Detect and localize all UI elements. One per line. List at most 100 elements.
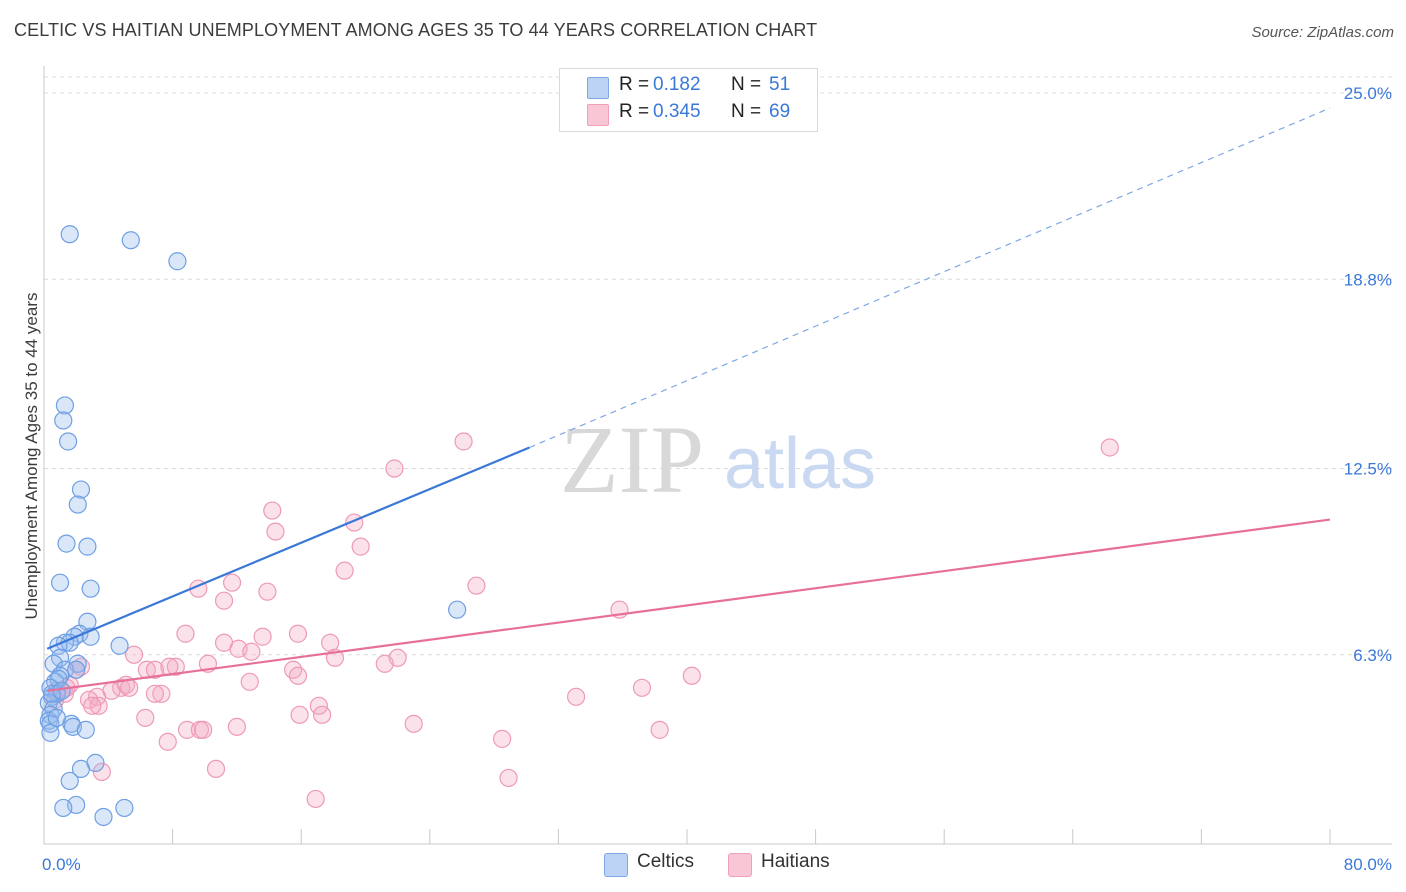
celtic-n-label: N = xyxy=(731,74,762,95)
celtic-point xyxy=(168,252,187,271)
axes xyxy=(43,66,1392,845)
haitian-point xyxy=(214,591,234,610)
watermark-atlas: atlas xyxy=(724,424,876,504)
gridlines xyxy=(44,76,1392,656)
haitian-point xyxy=(89,696,108,715)
celtic-point xyxy=(68,495,87,514)
haitian-point xyxy=(166,657,185,676)
haitian-point xyxy=(120,678,139,697)
celtic-point xyxy=(54,798,73,818)
haitian-points xyxy=(46,432,1119,809)
y-tick-label: 6.3% xyxy=(1353,646,1392,665)
celtic-r-value: 0.182 xyxy=(653,74,701,95)
haitian-point xyxy=(258,582,277,601)
y-tick-label: 18.8% xyxy=(1344,270,1392,289)
watermark-zip: ZIP xyxy=(560,406,704,513)
x-tick-label-min: 0.0% xyxy=(42,855,81,874)
haitian-point xyxy=(288,624,308,643)
watermark: ZIP atlas xyxy=(560,406,876,513)
celtic-point xyxy=(121,231,140,250)
haitian-point xyxy=(650,720,669,739)
celtic-point xyxy=(67,660,86,679)
celtic-point xyxy=(41,723,60,742)
celtics-legend-label: Celtics xyxy=(637,851,695,872)
trend-lines xyxy=(46,107,1331,692)
haitians-legend-swatch xyxy=(728,853,752,877)
haitian-point xyxy=(284,660,303,679)
celtic-point xyxy=(448,600,467,619)
haitian-point xyxy=(385,459,404,478)
haitian-point xyxy=(242,642,261,661)
haitian-point xyxy=(312,705,332,724)
y-tick-label: 12.5% xyxy=(1344,460,1392,479)
stats-legend: R = 0.182 N = 51 R = 0.345 N = 69 xyxy=(559,68,818,132)
celtic-r-label: R = xyxy=(619,74,650,95)
haitian-point xyxy=(263,501,282,520)
haitian-point xyxy=(177,720,197,739)
haitian-n-value: 69 xyxy=(769,101,791,122)
haitian-point xyxy=(136,708,155,727)
haitian-point xyxy=(158,732,177,751)
haitian-point xyxy=(499,768,518,788)
celtic-points xyxy=(39,225,467,827)
chart-title: CELTIC VS HAITIAN UNEMPLOYMENT AMONG AGE… xyxy=(14,20,818,40)
haitian-point xyxy=(467,576,486,595)
haitian-point xyxy=(266,522,285,541)
celtic-point xyxy=(52,681,71,700)
y-tick-label: 25.0% xyxy=(1344,84,1392,103)
haitian-point xyxy=(290,705,309,724)
haitian-point xyxy=(493,729,512,748)
celtic-point xyxy=(78,537,97,556)
celtic-point xyxy=(59,432,78,451)
haitians-legend-label: Haitians xyxy=(761,851,830,872)
celtics-legend-swatch xyxy=(604,853,628,877)
celtic-n-value: 51 xyxy=(769,74,791,95)
tick-labels: 6.3% 12.5% 18.8% 25.0% 0.0% 80.0% xyxy=(42,84,1392,874)
celtic-point xyxy=(50,573,70,592)
haitian-point xyxy=(404,714,423,733)
haitian-point xyxy=(145,660,165,679)
haitian-n-label: N = xyxy=(731,101,762,122)
haitian-point xyxy=(194,720,213,739)
haitian-point xyxy=(176,624,195,643)
haitian-point xyxy=(288,666,308,685)
haitian-point xyxy=(152,684,171,703)
celtic-swatch xyxy=(587,77,609,99)
haitian-point xyxy=(83,696,102,715)
celtic-trend-line xyxy=(46,446,530,650)
haitian-swatch xyxy=(587,104,609,126)
celtic-point xyxy=(50,666,70,685)
celtic-point xyxy=(54,411,73,430)
celtic-point xyxy=(81,579,100,598)
haitian-trend-line xyxy=(47,518,1331,692)
haitian-point xyxy=(566,687,586,706)
celtic-point xyxy=(57,534,76,553)
haitian-point xyxy=(321,633,340,652)
haitian-r-value: 0.345 xyxy=(653,101,701,122)
haitian-point xyxy=(145,684,165,703)
haitian-point xyxy=(227,717,246,736)
haitian-point xyxy=(454,432,473,451)
celtic-point xyxy=(47,708,66,727)
celtic-point xyxy=(94,807,113,827)
haitian-point xyxy=(1100,438,1119,457)
celtic-trend-extension xyxy=(529,107,1331,449)
haitian-point xyxy=(632,678,652,697)
haitian-point xyxy=(375,654,394,673)
celtic-point xyxy=(71,480,91,499)
haitian-point xyxy=(335,561,354,580)
haitian-point xyxy=(222,573,242,592)
source-label: Source: ZipAtlas.com xyxy=(1251,24,1394,41)
y-axis-label: Unemployment Among Ages 35 to 44 years xyxy=(22,292,41,620)
haitian-r-label: R = xyxy=(619,101,650,122)
celtic-point xyxy=(110,636,129,655)
celtic-point xyxy=(115,798,134,818)
haitian-point xyxy=(253,627,272,646)
haitian-point xyxy=(206,759,226,779)
haitian-point xyxy=(240,672,259,691)
celtic-point xyxy=(60,225,79,244)
haitian-point xyxy=(682,666,701,685)
haitian-point xyxy=(351,537,370,556)
haitian-point xyxy=(124,645,144,664)
